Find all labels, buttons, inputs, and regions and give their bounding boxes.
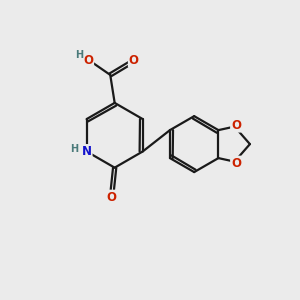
Text: O: O [231, 118, 241, 132]
Text: O: O [231, 157, 241, 169]
Text: O: O [83, 54, 93, 67]
Text: O: O [129, 54, 139, 67]
Text: O: O [107, 190, 117, 204]
Text: H: H [70, 144, 78, 154]
Text: H: H [75, 50, 83, 60]
Text: N: N [82, 145, 92, 158]
